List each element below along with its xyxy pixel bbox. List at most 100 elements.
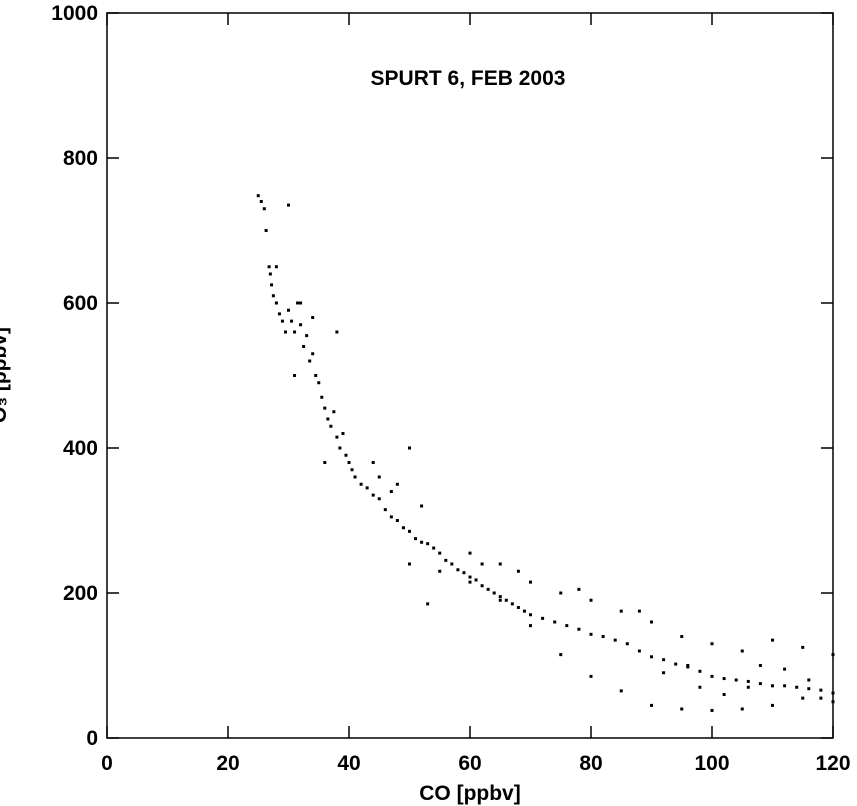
y-tick-label: 1000 <box>51 2 98 25</box>
point <box>710 708 714 712</box>
x-axis-label: CO [ppbv] <box>419 782 520 805</box>
y-tick-label: 0 <box>86 727 98 750</box>
point <box>619 609 623 613</box>
point <box>317 381 321 385</box>
point <box>414 537 418 541</box>
x-tick-label: 100 <box>694 752 729 775</box>
point <box>320 395 324 399</box>
point <box>456 568 460 572</box>
point <box>332 410 336 414</box>
point <box>480 562 484 566</box>
point <box>462 571 466 575</box>
y-tick-label: 800 <box>63 147 98 170</box>
point <box>601 635 605 638</box>
point <box>290 319 294 323</box>
point <box>395 519 399 522</box>
point <box>377 475 381 479</box>
point <box>516 569 520 573</box>
point <box>326 417 330 421</box>
point <box>498 598 502 602</box>
point <box>274 301 278 305</box>
point <box>710 642 714 646</box>
point <box>267 265 271 269</box>
point <box>329 424 333 428</box>
point <box>486 587 490 591</box>
point <box>274 265 278 269</box>
ticks: 0 20 40 60 80 100 120 0 200 400 600 800 1000 <box>51 2 850 775</box>
point <box>504 598 508 602</box>
point <box>293 374 297 377</box>
x-tick-label: 120 <box>815 752 850 775</box>
point <box>395 482 399 486</box>
point <box>426 542 430 546</box>
point <box>771 703 774 707</box>
point <box>831 700 835 704</box>
point <box>553 620 557 624</box>
point <box>438 569 442 573</box>
point <box>270 283 274 287</box>
point <box>371 461 375 464</box>
point <box>438 551 442 555</box>
point <box>541 616 545 620</box>
x-tick-label: 20 <box>216 752 239 775</box>
point <box>801 645 805 649</box>
point <box>498 562 502 566</box>
point <box>335 435 339 439</box>
point <box>401 526 405 530</box>
point <box>474 578 478 582</box>
point <box>302 345 306 348</box>
point <box>296 301 300 305</box>
point <box>783 667 787 671</box>
point <box>637 649 641 653</box>
y-axis-label: O₃ [ppbv] <box>0 327 11 423</box>
point <box>722 677 726 681</box>
point <box>783 684 787 688</box>
x-tick-label: 60 <box>458 752 481 775</box>
point <box>819 688 823 692</box>
point <box>698 669 702 673</box>
point <box>468 551 472 555</box>
point <box>371 493 375 497</box>
point <box>359 482 363 486</box>
point <box>271 294 275 298</box>
x-tick-label: 80 <box>579 752 602 775</box>
point <box>350 468 354 472</box>
point <box>444 558 448 562</box>
point <box>323 406 327 410</box>
point <box>722 693 726 696</box>
point <box>256 194 260 198</box>
point <box>408 562 411 566</box>
point <box>498 595 502 599</box>
point <box>341 432 345 435</box>
point <box>559 591 563 595</box>
point <box>746 679 750 683</box>
point <box>831 653 835 657</box>
point <box>529 613 532 617</box>
point <box>686 664 690 667</box>
point <box>347 461 351 464</box>
point <box>625 642 629 646</box>
point <box>389 515 393 519</box>
plot-frame <box>106 12 834 739</box>
point <box>264 229 268 232</box>
point <box>311 352 315 356</box>
point <box>299 323 303 327</box>
point <box>365 486 369 490</box>
x-tick-label: 40 <box>337 752 360 775</box>
point <box>758 664 762 667</box>
point <box>426 602 430 606</box>
point <box>450 562 454 566</box>
point <box>589 632 593 636</box>
point <box>740 707 744 711</box>
point <box>680 707 684 711</box>
point <box>420 504 424 508</box>
point <box>650 703 653 707</box>
points <box>256 194 835 712</box>
point <box>432 546 436 550</box>
chart-title: SPURT 6, FEB 2003 <box>371 67 566 90</box>
point <box>577 627 581 631</box>
point <box>565 624 569 628</box>
point <box>287 308 290 312</box>
point <box>389 490 393 493</box>
point <box>795 685 799 689</box>
